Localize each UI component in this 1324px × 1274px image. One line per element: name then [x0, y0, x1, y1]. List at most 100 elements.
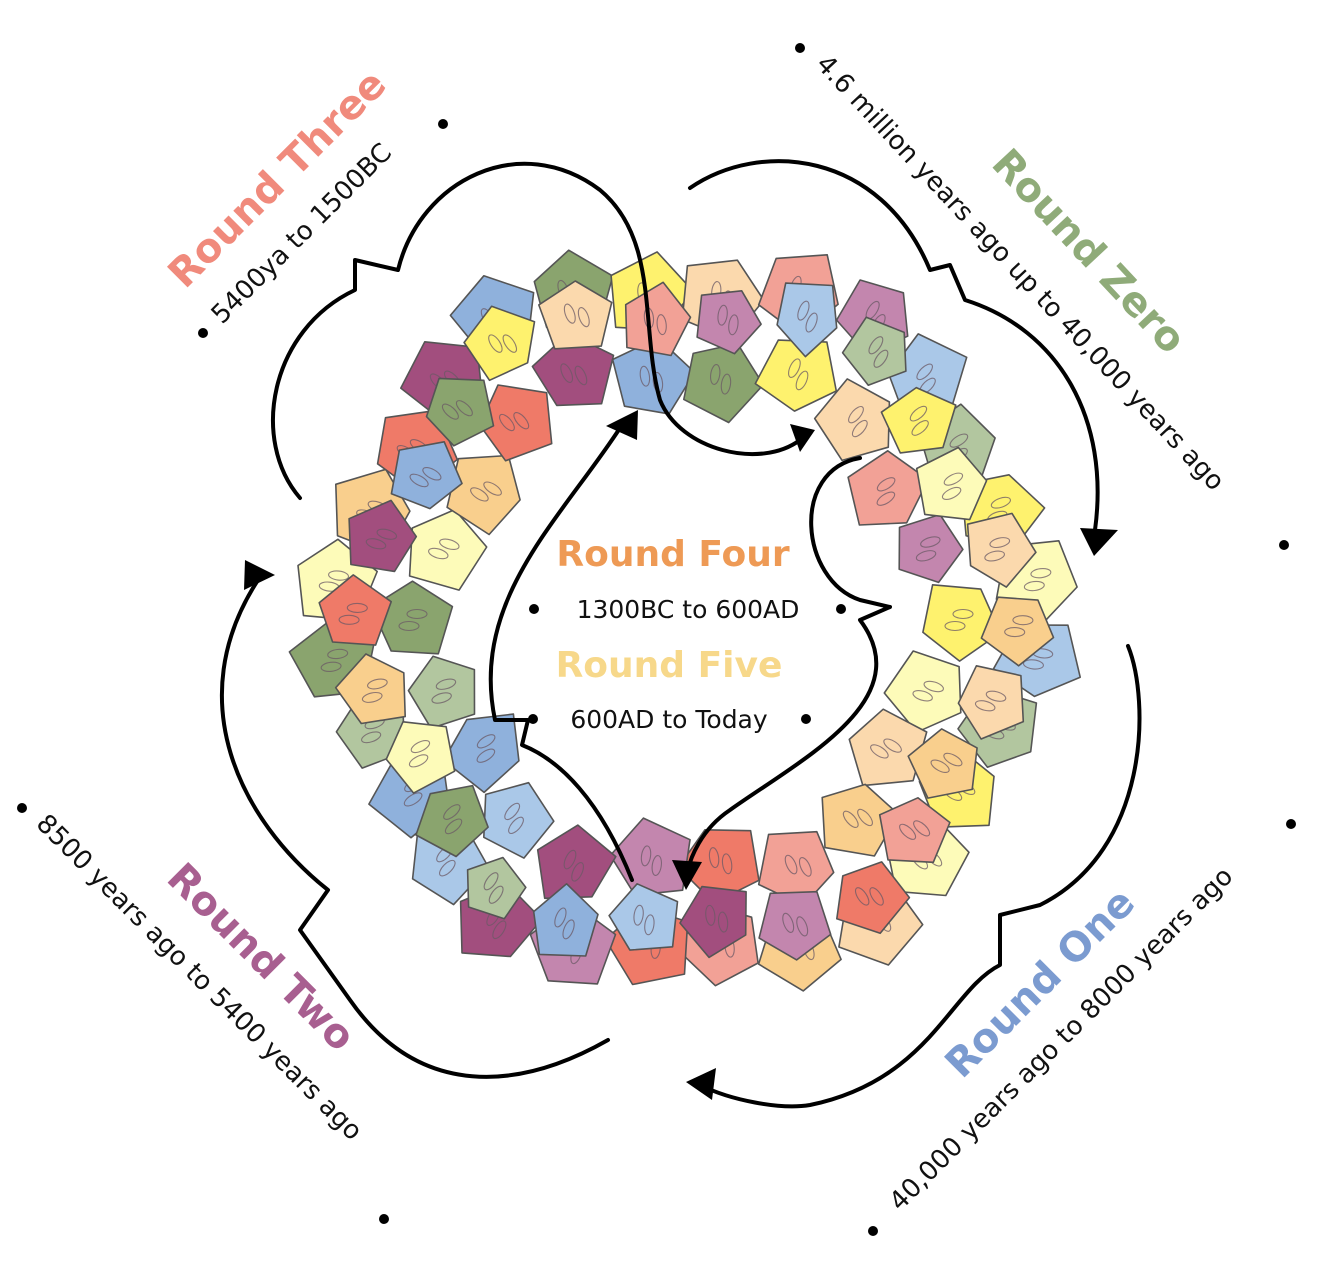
footprint-icon — [941, 472, 964, 501]
footprint-icon — [443, 804, 463, 835]
foot-shape — [571, 861, 584, 882]
footprint-tile — [536, 824, 617, 900]
arrow-round-zero — [688, 159, 1100, 532]
bullet-dot — [529, 604, 539, 614]
foot-shape — [320, 661, 342, 672]
foot-shape — [444, 818, 463, 835]
footprint-icon — [909, 405, 929, 436]
footprint-tile — [682, 342, 765, 424]
foot-shape — [488, 885, 504, 904]
footprint-icon — [708, 847, 733, 875]
footprint-tile — [758, 890, 832, 961]
foot-shape — [944, 620, 966, 632]
footprint-icon — [563, 303, 590, 328]
round-one-range: 40,000 years ago to 8000 years ago — [884, 862, 1239, 1217]
foot-shape — [560, 363, 574, 383]
footprint-icon — [912, 680, 944, 702]
foot-shape — [984, 550, 1005, 562]
footprint-icon — [398, 608, 428, 632]
footprint-tile — [907, 728, 978, 799]
foot-shape — [403, 792, 423, 807]
foot-shape — [563, 849, 577, 870]
foot-shape — [842, 810, 859, 828]
foot-shape — [857, 808, 873, 827]
footprint-icon — [788, 358, 809, 391]
foot-shape — [782, 912, 795, 933]
foot-shape — [920, 536, 941, 548]
foot-shape — [1022, 659, 1044, 670]
footprint-icon — [842, 808, 873, 828]
arrowhead-round-five — [606, 410, 638, 440]
foot-shape — [717, 911, 729, 933]
foot-shape — [488, 334, 503, 353]
foot-shape — [651, 855, 662, 876]
foot-shape — [990, 496, 1011, 509]
foot-shape — [435, 678, 457, 690]
footprint-icon — [504, 802, 524, 835]
arrow-round-three — [270, 161, 802, 500]
foot-shape — [883, 738, 902, 753]
foot-shape — [848, 405, 864, 424]
foot-shape — [455, 400, 473, 417]
foot-shape — [949, 433, 969, 448]
arrow-round-four — [686, 456, 892, 872]
bullet-dot — [801, 714, 811, 724]
footprint-tile — [880, 386, 957, 454]
footprint-icon — [470, 481, 502, 502]
footprint-tile — [446, 454, 521, 536]
round-five-title: Round Five — [556, 645, 783, 686]
footprint-tile — [348, 499, 418, 573]
footprint-tile — [898, 513, 964, 584]
footprint-tile — [425, 377, 495, 447]
foot-shape — [502, 334, 518, 353]
foot-shape — [476, 734, 496, 749]
foot-shape — [633, 904, 644, 926]
foot-shape — [408, 754, 429, 768]
footprint-icon — [499, 412, 530, 432]
foot-shape — [492, 920, 507, 940]
foot-shape — [577, 307, 590, 328]
footprint-icon — [338, 602, 368, 625]
footprint-icon — [1004, 615, 1034, 638]
foot-shape — [439, 538, 460, 550]
footprint-icon — [944, 608, 974, 632]
foot-shape — [943, 752, 963, 767]
foot-shape — [656, 314, 667, 336]
footprint-icon — [431, 678, 457, 704]
foot-shape — [876, 477, 896, 492]
foot-shape — [909, 405, 928, 422]
foot-shape — [367, 678, 388, 690]
foot-shape — [796, 916, 809, 937]
footprint-icon — [848, 405, 868, 438]
foot-shape — [508, 816, 524, 835]
footprint-icon — [563, 849, 584, 882]
footprint-icon — [640, 845, 662, 876]
foot-shape — [868, 336, 884, 355]
foot-shape — [504, 802, 521, 821]
footprint-icon — [899, 820, 931, 840]
round-four-title: Round Four — [556, 534, 790, 575]
foot-shape — [974, 700, 996, 712]
footprint-tile — [957, 664, 1025, 740]
foot-shape — [721, 853, 733, 875]
foot-shape — [365, 538, 387, 550]
label-round-three: Round Three 5400ya to 1500BC — [160, 61, 448, 338]
cycle-arrows — [220, 159, 1142, 1109]
foot-shape — [563, 303, 576, 324]
foot-shape — [915, 550, 937, 562]
foot-shape — [717, 304, 728, 326]
arrowhead-round-one — [686, 1068, 716, 1100]
footprint-icon — [930, 752, 963, 774]
foot-shape — [851, 419, 868, 438]
foot-shape — [361, 731, 382, 744]
footprint-icon — [782, 912, 809, 937]
foot-shape — [805, 312, 818, 333]
foot-shape — [1012, 615, 1034, 626]
footprint-icon — [560, 363, 588, 386]
foot-shape — [899, 823, 917, 840]
footprint-icon — [717, 304, 739, 336]
foot-shape — [574, 365, 588, 386]
tile-ring — [288, 249, 1081, 992]
footprint-icon — [441, 400, 473, 420]
